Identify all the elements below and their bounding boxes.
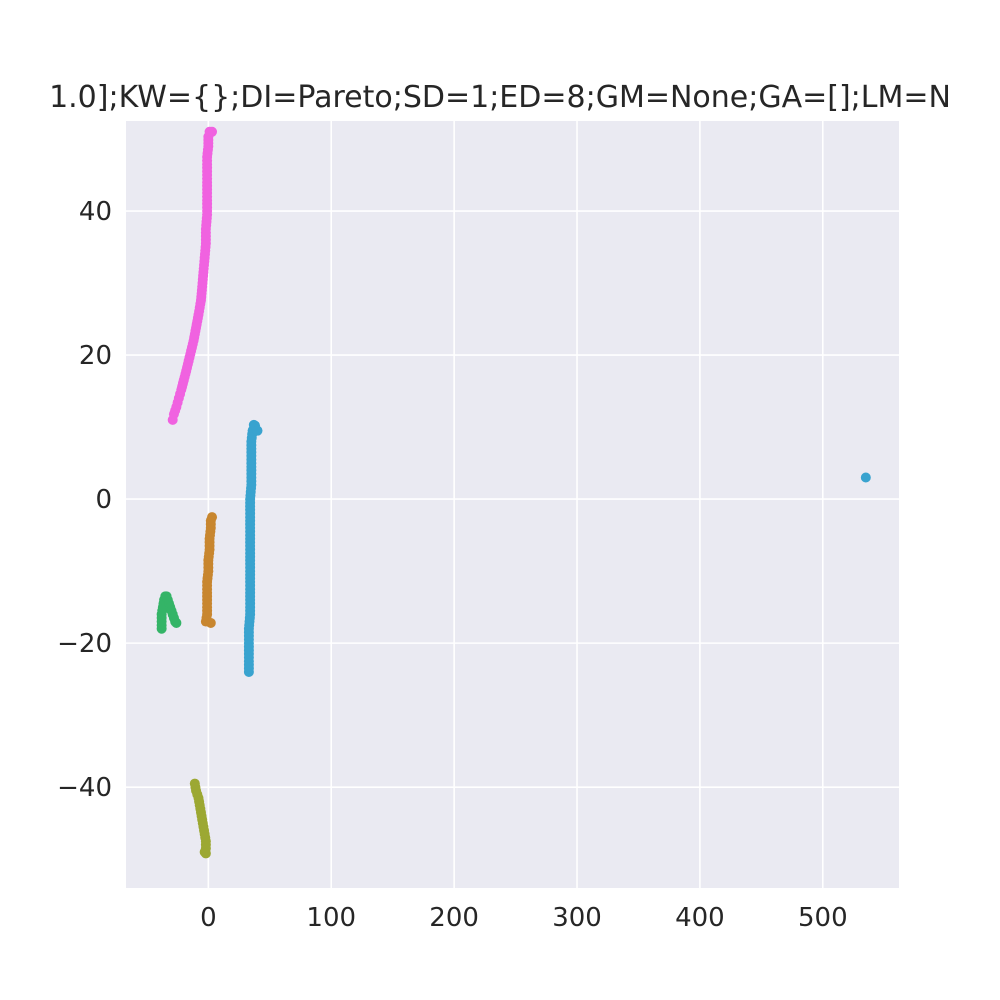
y-tick-label: 20	[79, 341, 112, 371]
y-tick-label: −40	[57, 773, 112, 803]
y-tick-labels: −40 −20 0 20 40	[57, 197, 112, 803]
y-tick-label: −20	[57, 629, 112, 659]
data-point	[207, 126, 218, 137]
y-tick-label: 40	[79, 197, 112, 227]
data-point	[200, 848, 211, 859]
grid-lines	[126, 121, 899, 888]
series-4	[189, 778, 211, 859]
series-2	[200, 512, 218, 628]
series-0	[167, 126, 218, 425]
x-tick-label: 400	[675, 903, 725, 933]
plot-area	[126, 121, 899, 888]
x-tick-label: 0	[200, 903, 217, 933]
x-tick-label: 100	[306, 903, 356, 933]
x-tick-label: 300	[552, 903, 602, 933]
series-3	[156, 591, 182, 634]
data-points	[156, 126, 871, 859]
x-tick-labels: 0 100 200 300 400 500	[200, 903, 848, 933]
data-point	[252, 425, 263, 436]
x-tick-label: 200	[429, 903, 479, 933]
x-tick-label: 500	[798, 903, 848, 933]
data-point	[205, 617, 216, 628]
data-point	[171, 617, 182, 628]
chart-title: 1.0];KW={};DI=Pareto;SD=1;ED=8;GM=None;G…	[49, 80, 951, 115]
y-tick-label: 0	[95, 485, 112, 515]
series-1	[243, 419, 871, 677]
data-point	[207, 512, 218, 523]
data-point	[860, 472, 871, 483]
